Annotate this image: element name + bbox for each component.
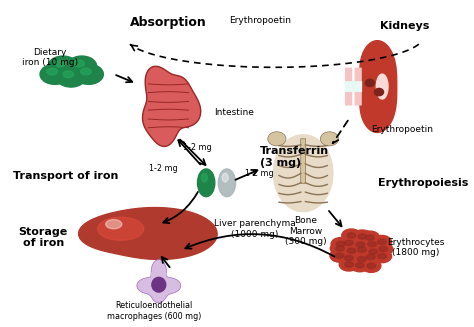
Ellipse shape bbox=[330, 249, 349, 262]
Text: Erythropoetin: Erythropoetin bbox=[371, 125, 433, 134]
Ellipse shape bbox=[55, 60, 65, 67]
Ellipse shape bbox=[339, 258, 358, 271]
Text: Erythropoiesis: Erythropoiesis bbox=[378, 178, 469, 188]
Ellipse shape bbox=[336, 246, 344, 251]
Ellipse shape bbox=[378, 253, 386, 259]
Text: Intestine: Intestine bbox=[214, 108, 254, 117]
Ellipse shape bbox=[369, 249, 378, 254]
Ellipse shape bbox=[352, 253, 372, 266]
Ellipse shape bbox=[366, 254, 375, 260]
Text: Bone
Marrow
(300 mg): Bone Marrow (300 mg) bbox=[285, 216, 327, 246]
Text: Reticuloendothelial
macrophages (600 mg): Reticuloendothelial macrophages (600 mg) bbox=[107, 301, 201, 320]
Ellipse shape bbox=[201, 173, 208, 182]
Polygon shape bbox=[360, 41, 397, 132]
Ellipse shape bbox=[356, 242, 365, 247]
Ellipse shape bbox=[56, 67, 86, 87]
Ellipse shape bbox=[377, 239, 386, 245]
Text: Absorption: Absorption bbox=[130, 16, 207, 28]
Ellipse shape bbox=[373, 250, 392, 263]
Ellipse shape bbox=[361, 250, 381, 263]
Polygon shape bbox=[143, 66, 201, 146]
Ellipse shape bbox=[362, 259, 381, 272]
Ellipse shape bbox=[81, 68, 91, 75]
Ellipse shape bbox=[48, 56, 78, 76]
Ellipse shape bbox=[67, 56, 97, 76]
Ellipse shape bbox=[357, 247, 366, 252]
Ellipse shape bbox=[40, 64, 70, 84]
Ellipse shape bbox=[364, 245, 383, 258]
Ellipse shape bbox=[74, 64, 103, 84]
Circle shape bbox=[163, 272, 166, 276]
Circle shape bbox=[163, 292, 166, 295]
Ellipse shape bbox=[358, 234, 366, 239]
Ellipse shape bbox=[268, 132, 286, 146]
Text: Erythropoetin: Erythropoetin bbox=[229, 16, 291, 25]
Ellipse shape bbox=[330, 242, 349, 255]
Ellipse shape bbox=[350, 259, 369, 272]
FancyBboxPatch shape bbox=[346, 82, 362, 91]
Ellipse shape bbox=[106, 219, 122, 229]
Ellipse shape bbox=[47, 68, 57, 75]
Ellipse shape bbox=[365, 79, 374, 87]
Polygon shape bbox=[79, 208, 217, 259]
Text: 1-2 mg: 1-2 mg bbox=[149, 164, 178, 173]
Text: 1-2 mg: 1-2 mg bbox=[183, 143, 211, 152]
Ellipse shape bbox=[339, 251, 359, 265]
FancyBboxPatch shape bbox=[355, 68, 361, 105]
Text: Transport of iron: Transport of iron bbox=[13, 171, 118, 181]
Ellipse shape bbox=[374, 243, 393, 255]
Ellipse shape bbox=[360, 231, 380, 244]
Text: Transferrin
(3 mg): Transferrin (3 mg) bbox=[260, 146, 329, 168]
Ellipse shape bbox=[152, 277, 166, 292]
Ellipse shape bbox=[335, 253, 344, 258]
Ellipse shape bbox=[339, 236, 358, 249]
Ellipse shape bbox=[342, 244, 361, 257]
Circle shape bbox=[168, 282, 172, 285]
Ellipse shape bbox=[368, 242, 376, 247]
Ellipse shape bbox=[331, 237, 350, 250]
Ellipse shape bbox=[379, 246, 387, 252]
FancyBboxPatch shape bbox=[301, 139, 306, 183]
Circle shape bbox=[146, 282, 149, 285]
Circle shape bbox=[151, 292, 155, 295]
Ellipse shape bbox=[351, 238, 370, 251]
Text: Kidneys: Kidneys bbox=[380, 21, 429, 31]
Ellipse shape bbox=[222, 173, 228, 182]
Ellipse shape bbox=[345, 255, 353, 261]
Ellipse shape bbox=[198, 169, 215, 197]
Text: Storage
of iron: Storage of iron bbox=[18, 227, 68, 249]
Polygon shape bbox=[273, 135, 333, 212]
Ellipse shape bbox=[357, 257, 366, 262]
Ellipse shape bbox=[337, 241, 345, 247]
Circle shape bbox=[151, 272, 155, 276]
Text: Liver parenchyma
(1000 mg): Liver parenchyma (1000 mg) bbox=[214, 219, 296, 239]
Polygon shape bbox=[376, 74, 388, 99]
FancyBboxPatch shape bbox=[346, 68, 352, 105]
Ellipse shape bbox=[374, 88, 383, 96]
Ellipse shape bbox=[363, 238, 382, 251]
Ellipse shape bbox=[342, 229, 361, 242]
Ellipse shape bbox=[74, 60, 84, 67]
Ellipse shape bbox=[347, 233, 356, 238]
Ellipse shape bbox=[367, 263, 375, 268]
Ellipse shape bbox=[98, 217, 144, 240]
Ellipse shape bbox=[218, 169, 236, 197]
Text: 1-2 mg: 1-2 mg bbox=[246, 169, 274, 178]
Polygon shape bbox=[137, 260, 181, 303]
Ellipse shape bbox=[63, 71, 74, 77]
Ellipse shape bbox=[345, 240, 353, 245]
Ellipse shape bbox=[347, 248, 356, 253]
Ellipse shape bbox=[345, 262, 353, 267]
Ellipse shape bbox=[365, 235, 374, 240]
Ellipse shape bbox=[353, 230, 372, 243]
Ellipse shape bbox=[372, 235, 392, 249]
Text: Dietary
iron (10 mg): Dietary iron (10 mg) bbox=[22, 48, 78, 67]
Ellipse shape bbox=[356, 263, 364, 268]
Ellipse shape bbox=[320, 132, 338, 146]
Text: Erythrocytes
(1800 mg): Erythrocytes (1800 mg) bbox=[387, 238, 445, 257]
Ellipse shape bbox=[352, 243, 372, 256]
